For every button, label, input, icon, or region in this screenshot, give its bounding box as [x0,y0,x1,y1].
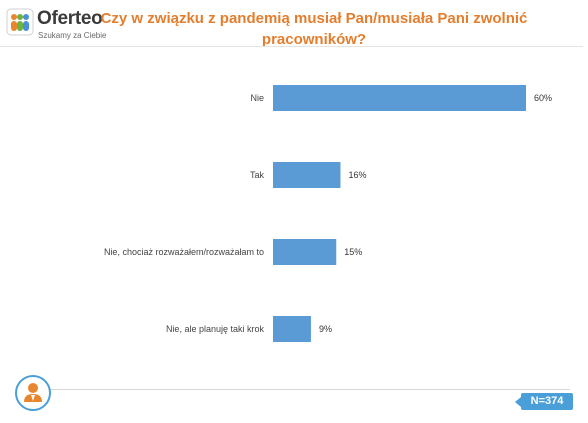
value-label: 16% [348,170,366,180]
chart-title: Czy w związku z pandemią musiał Pan/musi… [100,10,528,48]
category-label: Nie [250,93,264,103]
brand-logo: Oferteo Szukamy za Ciebie [6,6,106,42]
user-icon [15,375,51,411]
category-label: Tak [250,170,265,180]
category-label: Nie, ale planuję taki krok [166,324,265,334]
category-label: Nie, chociaż rozważałem/rozważałam to [104,247,264,257]
value-label: 60% [534,93,552,103]
footer-divider [40,389,570,390]
oferteo-logo-icon [6,8,34,36]
brand-name: Oferteo [37,8,103,29]
value-label: 15% [344,247,362,257]
header-divider [0,46,583,47]
brand-tagline: Szukamy za Ciebie [38,31,107,40]
value-label: 9% [319,324,332,334]
bar-0 [273,85,526,111]
bar-2 [273,239,337,265]
bar-1 [273,162,341,188]
sample-size-badge: N=374 [515,393,573,410]
bar-3 [273,316,311,342]
